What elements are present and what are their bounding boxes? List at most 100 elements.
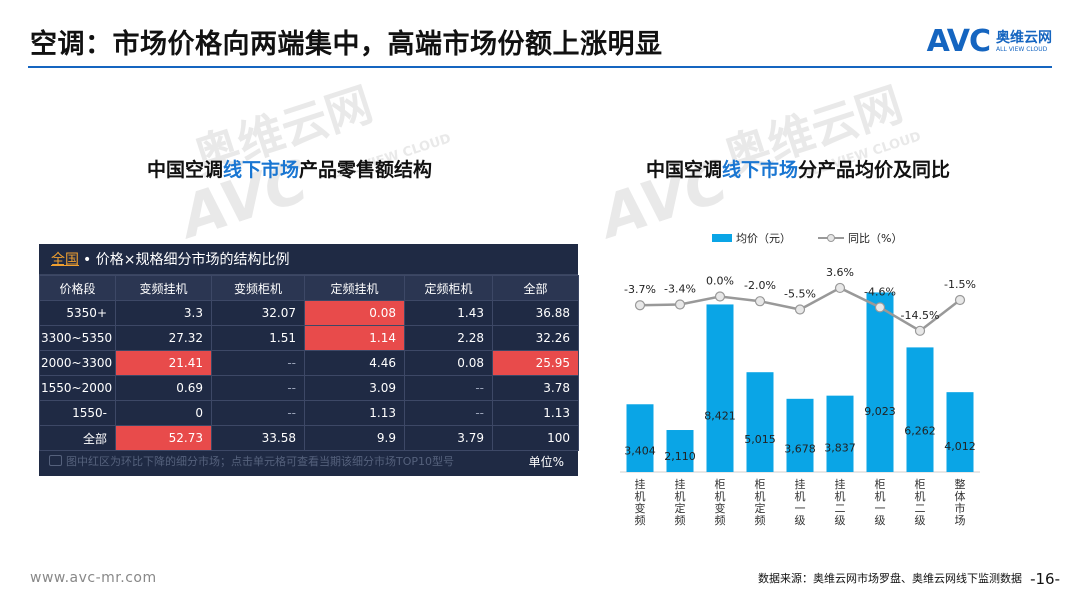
table-unit: 单位% (528, 454, 564, 469)
bar-value-label: 3,404 (624, 444, 656, 457)
column-header: 定频柜机 (404, 275, 493, 301)
table-cell[interactable]: -- (211, 375, 305, 401)
table-cell[interactable]: 3.79 (404, 425, 493, 451)
category-label-char: 频 (635, 513, 646, 527)
category-label-char: 挂 (795, 477, 806, 491)
right-section-title: 中国空调线下市场分产品均价及同比 (646, 159, 951, 181)
table-cell[interactable]: 1.43 (404, 300, 493, 326)
yoy-marker (754, 296, 766, 307)
bar (626, 404, 654, 472)
category-label-char: 级 (835, 514, 846, 527)
category-label-char: 机 (875, 489, 886, 503)
category-label-char: 机 (835, 489, 846, 503)
yoy-marker (714, 291, 726, 302)
legend-label-bar: 均价（元） (736, 232, 791, 245)
price-segment-cell: 2000~3300 (39, 350, 116, 376)
table-cell[interactable]: -- (211, 350, 305, 376)
legend-label-line: 同比（%） (848, 232, 902, 245)
price-segment-cell: 5350+ (39, 300, 116, 326)
category-label-char: 一 (875, 502, 886, 515)
category-label-char: 变 (715, 501, 726, 515)
category-label-char: 二 (835, 502, 846, 515)
category-label-char: 机 (715, 489, 726, 503)
category-label-char: 挂 (835, 477, 846, 491)
yoy-value-label: -4.6% (864, 285, 896, 298)
table-cell[interactable]: -- (211, 400, 305, 426)
yoy-marker (634, 300, 646, 311)
table-cell[interactable]: 36.88 (492, 300, 579, 326)
footer-url[interactable]: www.avc-mr.com (30, 570, 157, 586)
table-row: 3300~5350 27.32 1.51 1.14 2.28 32.26 (39, 325, 579, 351)
category-label-char: 柜 (915, 478, 926, 491)
column-header: 价格段 (39, 275, 116, 301)
category-label-char: 频 (715, 513, 726, 527)
category-label-char: 场 (955, 513, 966, 527)
left-section-title: 中国空调线下市场产品零售额结构 (147, 159, 433, 181)
table-cell[interactable]: 2.28 (404, 325, 493, 351)
category-label-char: 级 (795, 514, 806, 527)
bar (866, 292, 894, 472)
yoy-marker (914, 325, 926, 336)
table-row: 2000~3300 21.41 -- 4.46 0.08 25.95 (39, 350, 579, 376)
table-cell[interactable]: 33.58 (211, 425, 305, 451)
column-header: 变频柜机 (211, 275, 305, 301)
table-cell[interactable]: 27.32 (115, 325, 212, 351)
category-label-char: 体 (955, 489, 966, 503)
table-cell[interactable]: 9.9 (304, 425, 405, 451)
table-cell[interactable]: 3.3 (115, 300, 212, 326)
yoy-value-label: -1.5% (944, 278, 976, 291)
category-label-char: 二 (915, 502, 926, 515)
table-cell[interactable]: 0.08 (404, 350, 493, 376)
yoy-marker (874, 302, 886, 313)
brand-name-en: ALL VIEW CLOUD (996, 45, 1048, 53)
table-cell[interactable]: 1.51 (211, 325, 305, 351)
column-header: 全部 (492, 275, 579, 301)
page-number: -16- (1030, 570, 1060, 588)
yoy-value-label: 0.0% (706, 274, 734, 287)
region-link[interactable]: 全国 (51, 252, 79, 268)
page-title: 空调：市场价格向两端集中，高端市场份额上涨明显 (30, 29, 663, 60)
category-label-char: 机 (675, 489, 686, 503)
table-cell[interactable]: 1.13 (304, 400, 405, 426)
table-footer: 图中红区为环比下降的细分市场；点击单元格可查看当期该细分市场TOP10型号 单位… (39, 446, 578, 476)
table-cell[interactable]: 25.95 (492, 350, 579, 376)
yoy-marker (794, 304, 806, 315)
category-label-char: 柜 (755, 478, 766, 491)
yoy-value-label: -5.5% (784, 288, 816, 301)
table-cell[interactable]: 52.73 (115, 425, 212, 451)
table-cell[interactable]: 32.07 (211, 300, 305, 326)
table-row: 全部 52.73 33.58 9.9 3.79 100 (39, 425, 579, 451)
category-label-char: 机 (915, 489, 926, 503)
table-cell[interactable]: 1.13 (492, 400, 579, 426)
bar-value-label: 4,012 (944, 440, 976, 453)
table-row: 5350+ 3.3 32.07 0.08 1.43 36.88 (39, 300, 579, 326)
table-cell[interactable]: 3.09 (304, 375, 405, 401)
table-caption: 全国 • 价格×规格细分市场的结构比例 (39, 244, 578, 275)
bar-value-label: 8,421 (704, 409, 736, 422)
table-row: 1550~2000 0.69 -- 3.09 -- 3.78 (39, 375, 579, 401)
legend-swatch-marker (827, 234, 835, 242)
yoy-marker (674, 299, 686, 310)
table-cell[interactable]: 21.41 (115, 350, 212, 376)
category-label-char: 机 (795, 489, 806, 503)
table-caption-text: • 价格×规格细分市场的结构比例 (83, 252, 290, 268)
bar (826, 395, 854, 472)
table-cell[interactable]: -- (404, 375, 493, 401)
category-label-char: 机 (635, 489, 646, 503)
bar-value-label: 9,023 (864, 405, 896, 418)
table-cell[interactable]: 0.08 (304, 300, 405, 326)
table-cell[interactable]: 0 (115, 400, 212, 426)
table-cell[interactable]: 4.46 (304, 350, 405, 376)
table-cell[interactable]: 3.78 (492, 375, 579, 401)
table-cell[interactable]: 100 (492, 425, 579, 451)
category-label-char: 频 (755, 513, 766, 527)
data-source: 数据来源：奥维云网市场罗盘、奥维云网线下监测数据 (758, 572, 1022, 585)
table-cell[interactable]: 0.69 (115, 375, 212, 401)
bar-value-label: 2,110 (664, 450, 696, 463)
table-cell[interactable]: 32.26 (492, 325, 579, 351)
table-row: 1550- 0 -- 1.13 -- 1.13 (39, 400, 579, 426)
table-cell[interactable]: 1.14 (304, 325, 405, 351)
bar (666, 430, 694, 472)
table-cell[interactable]: -- (404, 400, 493, 426)
